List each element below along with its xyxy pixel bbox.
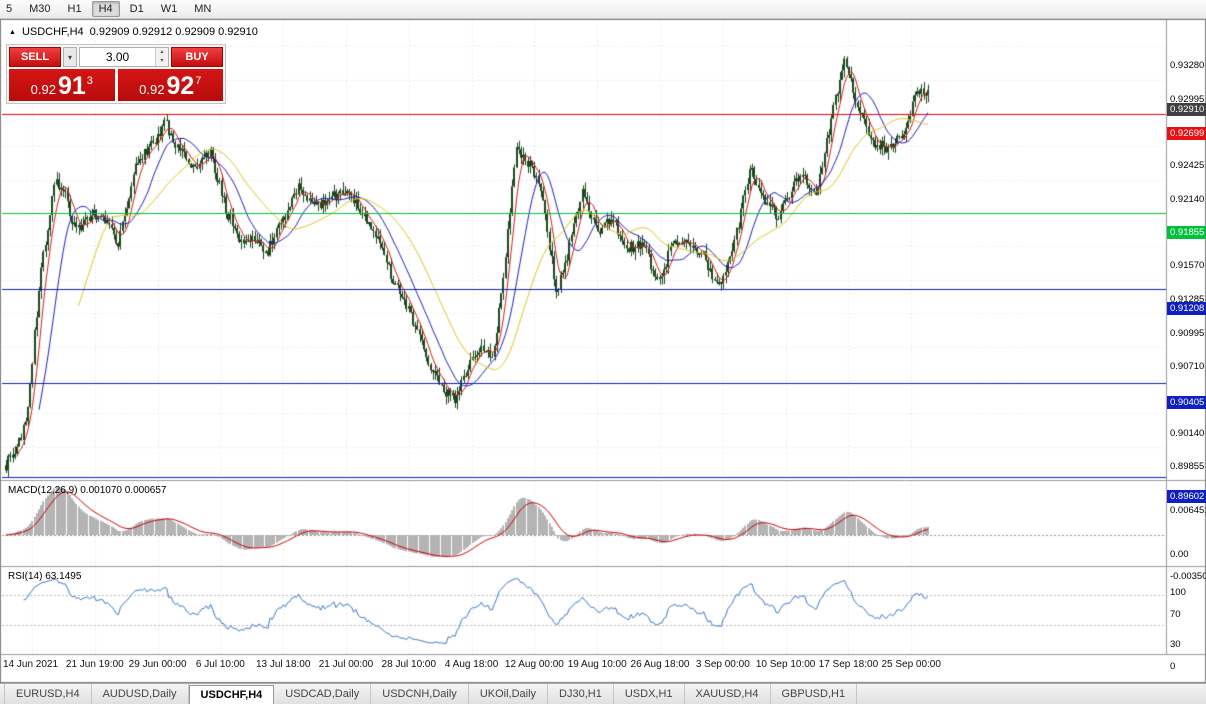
price-axis-label: 0.92425 (1170, 160, 1205, 171)
volume-dropdown-button[interactable]: ▾ (63, 47, 77, 67)
chart-tab-eurusd-h4[interactable]: EURUSD,H4 (4, 684, 92, 704)
price-chart-canvas[interactable] (0, 19, 1206, 683)
time-axis-label: 10 Sep 10:00 (755, 659, 816, 670)
time-axis-label: 3 Sep 00:00 (695, 659, 750, 670)
timeframe-button-M30[interactable]: M30 (29, 3, 51, 15)
level-price-chip: 0.91208 (1167, 302, 1206, 315)
chart-marker-icon: ▲ (9, 28, 16, 36)
rsi-axis-label: 0 (1170, 661, 1176, 672)
price-axis-label: 0.89855 (1170, 461, 1205, 472)
timeframe-button-5[interactable]: 5 (6, 3, 13, 15)
time-axis-label: 29 Jun 00:00 (128, 659, 187, 670)
rsi-axis-label: 100 (1170, 587, 1186, 598)
rsi-axis-label: 30 (1170, 639, 1181, 650)
time-axis-label: 21 Jun 19:00 (65, 659, 124, 670)
price-axis-label: 0.90710 (1170, 361, 1205, 372)
rsi-indicator-label: RSI(14) 63.1495 (8, 571, 82, 582)
price-axis-label: 0.90140 (1170, 428, 1205, 439)
one-click-controls-row: SELL ▾ 3.00 ▴ ▾ BUY (9, 47, 223, 67)
chevron-down-icon: ▾ (67, 52, 72, 62)
buy-button[interactable]: BUY (171, 47, 223, 67)
price-axis-label: 0.92140 (1170, 194, 1205, 205)
buy-price-sup: 7 (195, 75, 202, 87)
time-axis: 14 Jun 2021 21 Jun 19:00 29 Jun 00:00 6 Jul… (0, 658, 1166, 674)
level-price-chip: 0.90405 (1167, 396, 1206, 409)
volume-stepper: ▴ ▾ (155, 48, 168, 66)
symbol-ohlc-values: 0.92909 0.92912 0.92909 0.92910 (89, 26, 258, 38)
chart-tab-usdcad-daily[interactable]: USDCAD,Daily (274, 684, 372, 704)
chart-window: ▲ USDCHF,H4 0.92909 0.92912 0.92909 0.92… (0, 19, 1206, 683)
macd-indicator-label: MACD(12,26,9) 0.001070 0.000657 (8, 485, 167, 496)
timeframe-toolbar: 5 M30 H1 H4 D1 W1 MN (0, 0, 1206, 19)
price-axis-label: 0.93280 (1170, 60, 1205, 71)
volume-field[interactable]: 3.00 ▴ ▾ (79, 47, 169, 67)
price-axis-label: 0.91570 (1170, 260, 1205, 271)
price-axis: 0.93280 0.92995 0.92425 0.92140 0.91570 0.912… (1167, 19, 1206, 683)
timeframe-button-D1[interactable]: D1 (129, 3, 144, 15)
sell-price-sup: 3 (86, 75, 93, 87)
volume-down-button[interactable]: ▾ (160, 58, 164, 64)
buy-price-display: 0.92 92 7 (117, 69, 223, 101)
price-axis-label: 0.90995 (1170, 328, 1205, 339)
level-price-chip: 0.92699 (1167, 127, 1206, 140)
chart-tab-usdchf-h4[interactable]: USDCHF,H4 (188, 685, 275, 704)
time-axis-label: 13 Jul 18:00 (255, 659, 311, 670)
volume-value[interactable]: 3.00 (105, 50, 130, 64)
time-axis-label: 19 Aug 10:00 (567, 659, 627, 670)
symbol-name: USDCHF,H4 (21, 26, 84, 38)
macd-axis-label: 0.00 (1170, 549, 1189, 560)
level-price-chip: 0.89602 (1167, 490, 1206, 503)
chart-tab-ukoil-daily[interactable]: UKOil,Daily (469, 684, 549, 704)
buy-price-small: 0.92 (139, 82, 165, 97)
time-axis-label: 28 Jul 10:00 (381, 659, 437, 670)
one-click-trading-panel: SELL ▾ 3.00 ▴ ▾ BUY 0.92 91 3 0.92 92 7 (6, 44, 226, 104)
chart-tab-gbpusd-h1[interactable]: GBPUSD,H1 (771, 684, 858, 704)
volume-up-button[interactable]: ▴ (160, 49, 164, 55)
sell-price-small: 0.92 (30, 82, 56, 97)
timeframe-button-MN[interactable]: MN (194, 3, 212, 15)
chart-tab-usdcnh-daily[interactable]: USDCNH,Daily (371, 684, 469, 704)
time-axis-label: 4 Aug 18:00 (444, 659, 499, 670)
chart-tab-audusd-daily[interactable]: AUDUSD,Daily (92, 684, 189, 704)
chart-tab-usdx-h1[interactable]: USDX,H1 (614, 684, 685, 704)
current-price-chip: 0.92910 (1167, 103, 1206, 116)
sell-price-big: 91 (57, 72, 86, 100)
timeframe-button-W1[interactable]: W1 (160, 3, 178, 15)
buy-price-big: 92 (166, 72, 195, 100)
time-axis-label: 26 Aug 18:00 (630, 659, 690, 670)
time-axis-label: 14 Jun 2021 (3, 659, 59, 670)
macd-axis-label: 0.006451 (1170, 505, 1206, 516)
macd-axis-label: -0.00350 (1170, 571, 1206, 582)
sell-button[interactable]: SELL (9, 47, 61, 67)
one-click-prices-row: 0.92 91 3 0.92 92 7 (9, 69, 223, 101)
timeframe-button-H4[interactable]: H4 (91, 1, 120, 17)
time-axis-label: 25 Sep 00:00 (881, 659, 941, 670)
rsi-axis-label: 70 (1170, 609, 1181, 620)
chart-tabs-bar: EURUSD,H4 AUDUSD,Daily USDCHF,H4 USDCAD,Dai… (0, 683, 1206, 704)
time-axis-label: 6 Jul 10:00 (195, 659, 245, 670)
time-axis-label: 21 Jul 00:00 (318, 659, 374, 670)
level-price-chip: 0.91855 (1167, 226, 1206, 239)
time-axis-label: 17 Sep 18:00 (818, 659, 879, 670)
timeframe-button-H1[interactable]: H1 (67, 3, 82, 15)
price-axis-label: 0.92995 (1170, 94, 1205, 105)
sell-price-display: 0.92 91 3 (9, 69, 115, 101)
chart-tab-xauusd-h4[interactable]: XAUUSD,H4 (685, 684, 771, 704)
time-axis-label: 12 Aug 00:00 (504, 659, 564, 670)
chart-tab-dj30-h1[interactable]: DJ30,H1 (548, 684, 614, 704)
symbol-ohlc-line: ▲ USDCHF,H4 0.92909 0.92912 0.92909 0.92… (9, 26, 258, 38)
price-axis-label: 0.91285 (1170, 294, 1205, 305)
